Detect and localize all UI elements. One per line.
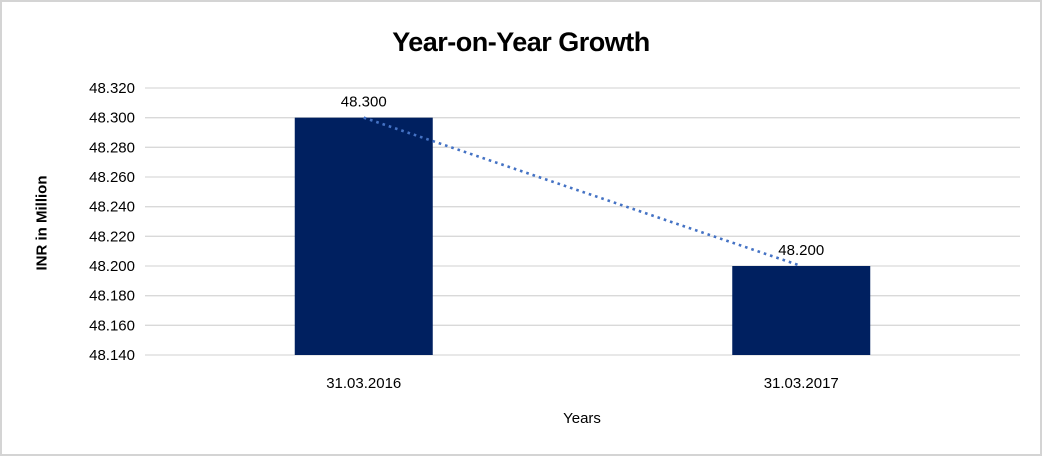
y-tick-label: 48.180	[89, 288, 135, 305]
y-tick-label: 48.140	[89, 347, 135, 364]
chart-title: Year-on-Year Growth	[392, 27, 650, 57]
bar-31.03.2017	[732, 266, 871, 355]
trendline	[363, 116, 802, 268]
y-tick-label: 48.260	[89, 169, 135, 186]
y-tick-label: 48.220	[89, 228, 135, 245]
y-tick-label: 48.240	[89, 199, 135, 216]
x-tick-label: 31.03.2016	[326, 375, 401, 392]
y-tick-label: 48.200	[89, 258, 135, 275]
y-tick-label: 48.320	[89, 80, 135, 97]
y-tick-label: 48.160	[89, 317, 135, 334]
y-axis-title: INR in Million	[33, 175, 51, 271]
bar-data-label: 48.300	[341, 94, 387, 111]
x-tick-label: 31.03.2017	[764, 375, 839, 392]
bar-31.03.2016	[294, 117, 433, 356]
y-tick-label: 48.300	[89, 110, 135, 127]
y-tick-label: 48.280	[89, 139, 135, 156]
x-axis-title: Years	[563, 410, 601, 427]
bar-data-label: 48.200	[778, 242, 824, 259]
